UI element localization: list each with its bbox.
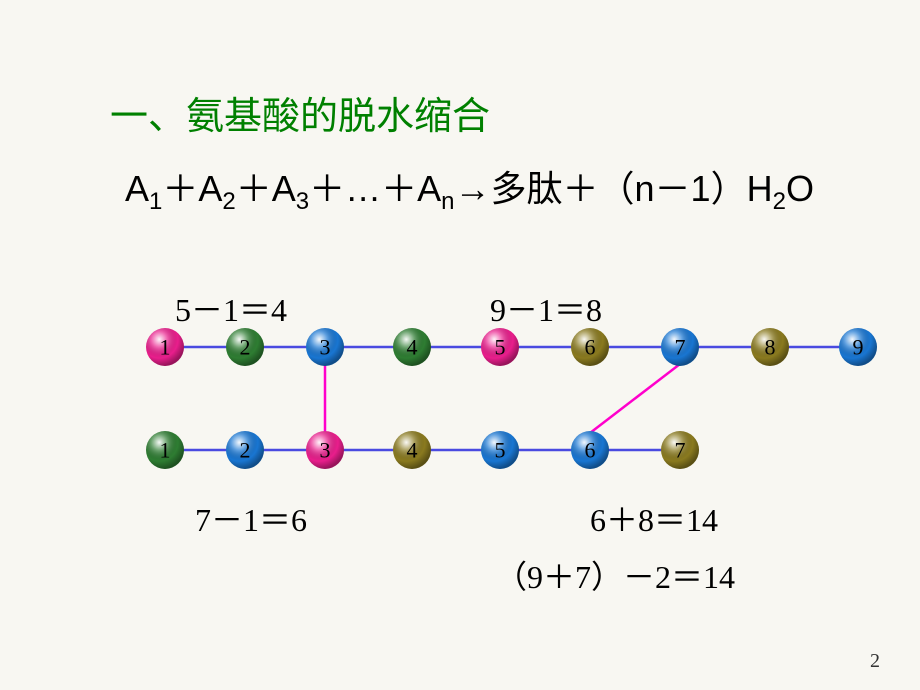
amino-acid-node: 2 — [226, 328, 264, 366]
peptide-diagram: 1 2 3 4 5 6 7 8 9 1 2 3 4 5 6 7 — [0, 0, 920, 690]
amino-acid-node: 2 — [226, 431, 264, 469]
amino-acid-node: 5 — [481, 431, 519, 469]
svg-text:7: 7 — [675, 438, 686, 463]
svg-text:4: 4 — [407, 335, 418, 360]
svg-text:5: 5 — [495, 335, 506, 360]
cross-link — [590, 364, 680, 433]
amino-acid-node: 8 — [751, 328, 789, 366]
amino-acid-node: 1 — [146, 431, 184, 469]
amino-acid-node: 5 — [481, 328, 519, 366]
svg-text:3: 3 — [320, 438, 331, 463]
svg-text:2: 2 — [240, 438, 251, 463]
amino-acid-node: 1 — [146, 328, 184, 366]
svg-text:9: 9 — [853, 335, 864, 360]
amino-acid-node: 9 — [839, 328, 877, 366]
amino-acid-node: 3 — [306, 431, 344, 469]
svg-text:7: 7 — [675, 335, 686, 360]
svg-text:5: 5 — [495, 438, 506, 463]
amino-acid-node: 7 — [661, 431, 699, 469]
svg-text:6: 6 — [585, 335, 596, 360]
svg-text:4: 4 — [407, 438, 418, 463]
amino-acid-node: 6 — [571, 431, 609, 469]
svg-text:6: 6 — [585, 438, 596, 463]
amino-acid-node: 4 — [393, 431, 431, 469]
amino-acid-node: 4 — [393, 328, 431, 366]
svg-text:3: 3 — [320, 335, 331, 360]
svg-text:2: 2 — [240, 335, 251, 360]
svg-text:8: 8 — [765, 335, 776, 360]
svg-text:1: 1 — [160, 335, 171, 360]
amino-acid-node: 6 — [571, 328, 609, 366]
svg-text:1: 1 — [160, 438, 171, 463]
amino-acid-node: 7 — [661, 328, 699, 366]
amino-acid-node: 3 — [306, 328, 344, 366]
